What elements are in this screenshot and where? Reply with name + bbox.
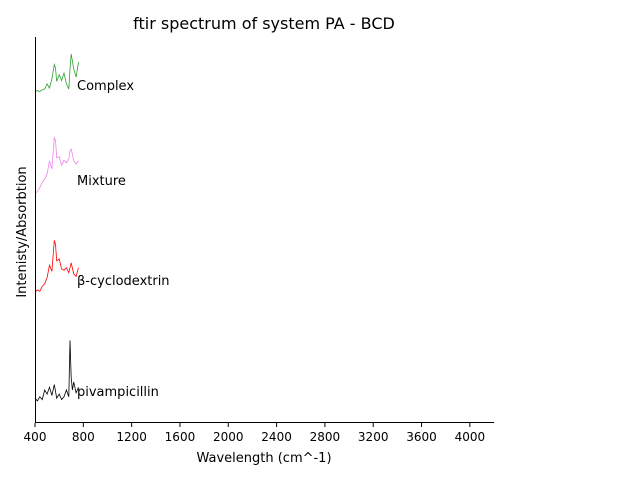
x-tick-label-9: 4000: [455, 430, 486, 444]
x-tick-label-1: 800: [72, 430, 95, 444]
series-labels: pivampicillin β-cyclodextrin Mixture Comple…: [77, 79, 170, 400]
y-axis-label: Intenisty/Absorbtion: [15, 166, 30, 297]
x-ticks: 400 800 1200 1600 2000 2400 2800 3200 3600 4000: [24, 423, 486, 444]
chart-title: ftir spectrum of system PA - BCD: [133, 14, 395, 33]
x-tick-label-5: 2400: [261, 430, 292, 444]
x-tick-label-4: 2000: [213, 430, 244, 444]
series-label-0: pivampicillin: [77, 385, 159, 400]
x-tick-label-7: 3200: [358, 430, 389, 444]
x-tick-label-2: 1200: [116, 430, 147, 444]
series-label-2: Mixture: [77, 174, 126, 189]
x-tick-label-3: 1600: [165, 430, 196, 444]
series-label-1: β-cyclodextrin: [77, 274, 170, 289]
x-tick-label-6: 2800: [310, 430, 341, 444]
series-line-3: [34, 54, 79, 93]
series-layer: [34, 54, 79, 402]
series-line-1: [34, 240, 79, 293]
series-line-0: [34, 340, 79, 402]
x-tick-label-0: 400: [24, 430, 47, 444]
series-label-3: Complex: [77, 79, 134, 94]
x-tick-label-8: 3600: [406, 430, 437, 444]
series-line-2: [34, 136, 79, 195]
x-axis-label: Wavelength (cm^-1): [196, 451, 331, 466]
